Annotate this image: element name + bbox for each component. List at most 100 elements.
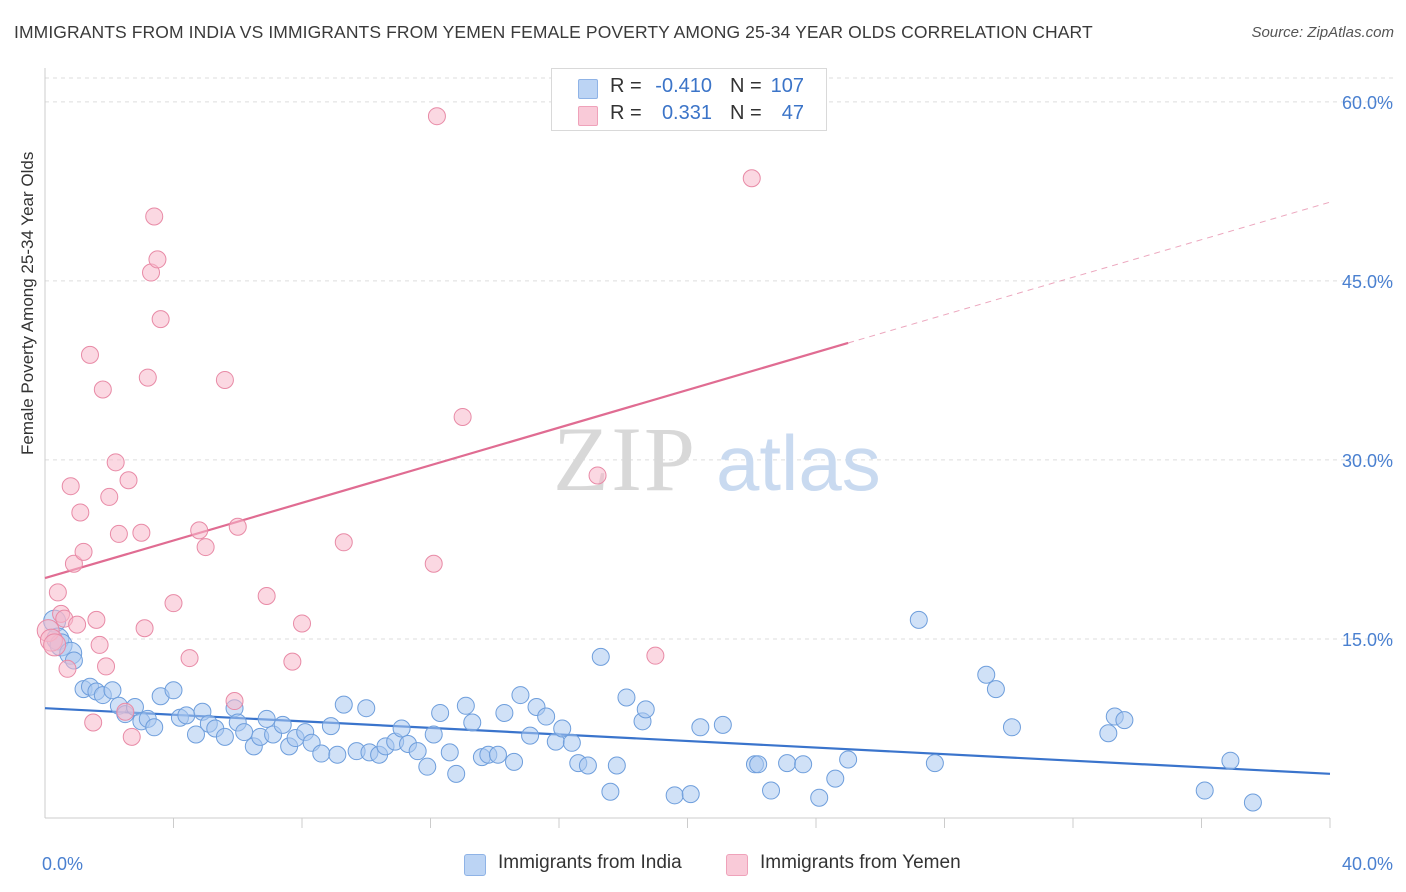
point-yemen <box>93 380 112 399</box>
y-axis-label: Female Poverty Among 25-34 Year Olds <box>18 151 37 455</box>
series-swatch-india <box>464 854 486 876</box>
point-yemen <box>588 466 607 485</box>
point-india <box>665 786 684 805</box>
point-india <box>562 733 581 752</box>
legend-n-label: N = <box>730 75 762 97</box>
point-yemen <box>68 615 87 634</box>
series-legend: Immigrants from India Immigrants from Ye… <box>0 852 1406 878</box>
point-india <box>977 665 996 684</box>
point-yemen <box>190 521 209 540</box>
point-yemen <box>257 587 276 605</box>
point-yemen <box>646 646 665 665</box>
point-india <box>636 700 655 719</box>
point-india <box>431 703 450 722</box>
point-yemen <box>334 533 353 552</box>
chart-title: IMMIGRANTS FROM INDIA VS IMMIGRANTS FROM… <box>14 22 1093 42</box>
point-india <box>488 745 507 764</box>
point-yemen <box>71 503 90 522</box>
legend-r-label: R = <box>610 75 642 97</box>
point-india <box>810 788 829 807</box>
point-yemen <box>97 657 116 676</box>
y-tick-label: 30.0% <box>1342 451 1393 471</box>
point-india <box>839 750 858 769</box>
point-yemen <box>84 713 103 732</box>
point-india <box>463 713 482 732</box>
point-yemen <box>74 542 93 561</box>
legend-n-value: 107 <box>770 75 804 97</box>
data-points <box>36 107 1262 812</box>
point-yemen <box>148 250 167 269</box>
point-yemen <box>180 649 199 668</box>
point-india <box>601 782 620 801</box>
point-india <box>408 742 427 761</box>
grid-lines <box>45 77 1395 640</box>
point-yemen <box>119 471 138 490</box>
point-yemen <box>228 517 247 536</box>
watermark: ZIP atlas <box>553 408 881 510</box>
axes <box>44 68 1331 828</box>
x-tick-label: 40.0% <box>1342 854 1393 874</box>
point-yemen <box>61 477 80 496</box>
legend-r-label: R = <box>610 102 642 124</box>
point-india <box>578 756 597 775</box>
y-tick-label: 60.0% <box>1342 93 1393 113</box>
point-india <box>925 754 944 773</box>
point-india <box>357 699 376 718</box>
series-swatch-yemen <box>726 854 748 876</box>
point-yemen <box>283 652 302 671</box>
y-tick-label: 45.0% <box>1342 272 1393 292</box>
point-india <box>103 681 122 700</box>
point-yemen <box>132 523 151 542</box>
legend-swatch-india <box>578 79 598 99</box>
point-india <box>505 752 524 771</box>
legend-r-value: 0.331 <box>661 102 712 124</box>
point-yemen <box>135 619 154 638</box>
point-india <box>145 718 164 737</box>
point-yemen <box>43 633 67 657</box>
point-india <box>607 756 626 775</box>
point-india <box>440 743 459 762</box>
point-india <box>424 725 443 744</box>
point-india <box>1115 711 1134 730</box>
point-india <box>328 745 347 764</box>
point-yemen <box>215 370 234 389</box>
point-india <box>1002 718 1021 737</box>
point-india <box>447 764 466 783</box>
watermark-atlas: atlas <box>716 419 881 507</box>
point-india <box>1243 793 1262 812</box>
point-india <box>164 681 183 700</box>
point-india <box>778 754 797 773</box>
point-india <box>215 727 234 746</box>
series-label-yemen: Immigrants from Yemen <box>760 852 961 873</box>
point-india <box>321 717 340 736</box>
source-label: Source: ZipAtlas.com <box>1251 24 1394 41</box>
point-india <box>418 757 437 776</box>
x-tick-label: 0.0% <box>42 854 83 874</box>
legend-swatch-yemen <box>578 106 598 126</box>
legend-row-india: R = -0.410 N = 107 <box>552 75 826 101</box>
legend-row-yemen: R = 0.331 N = 47 <box>552 102 826 128</box>
point-india <box>794 755 813 774</box>
point-yemen <box>196 538 215 557</box>
point-india <box>235 723 254 742</box>
legend-r-value: -0.410 <box>655 75 712 97</box>
point-india <box>521 726 540 745</box>
point-india <box>1195 781 1214 800</box>
point-india <box>312 744 331 763</box>
point-india <box>177 706 196 725</box>
point-yemen <box>100 487 119 506</box>
point-india <box>553 719 572 738</box>
point-yemen <box>164 594 183 613</box>
point-yemen <box>427 107 446 126</box>
point-india <box>617 688 636 707</box>
point-yemen <box>80 345 99 364</box>
watermark-zip: ZIP <box>553 408 697 510</box>
point-india <box>681 785 700 804</box>
point-yemen <box>145 207 164 226</box>
point-india <box>334 695 353 714</box>
point-india <box>691 718 710 737</box>
point-india <box>511 686 530 705</box>
point-yemen <box>87 610 106 629</box>
point-india <box>257 709 276 728</box>
